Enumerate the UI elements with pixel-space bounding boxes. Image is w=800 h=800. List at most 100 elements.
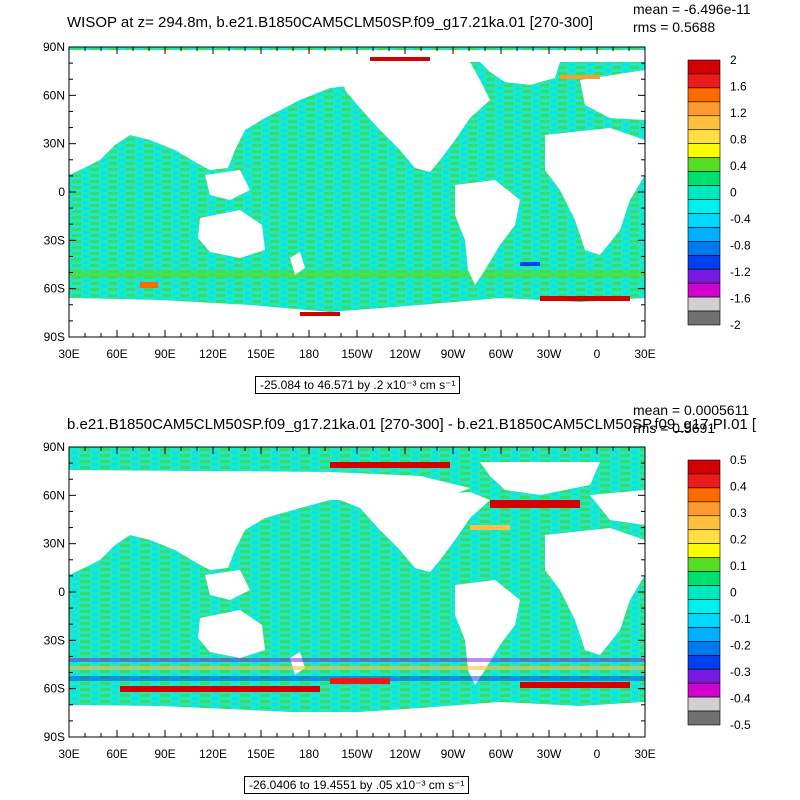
x-tick-label: 0 — [594, 747, 601, 761]
x-tick-label: 90E — [154, 347, 175, 361]
y-tick-label: 0 — [58, 585, 65, 599]
x-tick-label: 150E — [247, 747, 275, 761]
x-tick-label: 30E — [58, 747, 79, 761]
x-tick-label: 150W — [341, 747, 373, 761]
plot-title: b.e21.B1850CAM5CLM50SP.f09_g17.21ka.01 [… — [67, 416, 757, 433]
contour-range-text: -25.084 to 46.571 by .2 x10⁻³ cm s⁻¹ — [260, 378, 456, 392]
colorbar-swatch — [687, 157, 721, 172]
y-tick-label: 30N — [43, 137, 65, 151]
plot-title: WISOP at z= 294.8m, b.e21.B1850CAM5CLM50… — [67, 14, 593, 31]
x-tick-label: 120W — [389, 747, 421, 761]
x-tick-label: 180 — [299, 747, 319, 761]
colorbar-swatch — [687, 654, 721, 670]
x-tick-label: 30W — [537, 347, 562, 361]
colorbar-swatch — [687, 613, 721, 628]
colorbar-label: 1.2 — [730, 106, 747, 120]
colorbar-swatch — [687, 599, 721, 614]
x-tick-label: 90W — [441, 347, 466, 361]
colorbar-swatch — [687, 268, 721, 284]
colorbar-swatch — [687, 171, 721, 186]
mean-text: mean = -6.496e-11 — [633, 1, 751, 17]
panel-bottom: 30E 60E 90E 120E 150E 180 150W 120W 90W 60W 30W 0 30… — [0, 400, 800, 800]
y-tick-label: 90S — [44, 730, 65, 744]
colorbar-swatch — [687, 696, 721, 712]
contour-range-text: -26.0406 to 19.4551 by .05 x10⁻³ cm s⁻¹ — [249, 778, 465, 792]
map-plot-top: 30E 60E 90E 120E 150E 180 150W 120W 90W 60W 30W 0 30… — [43, 1, 751, 361]
colorbar-label: 2 — [730, 53, 737, 67]
x-tick-label: 90E — [154, 747, 175, 761]
colorbar-label: 0.1 — [730, 559, 747, 573]
colorbar-label: 0 — [730, 186, 737, 200]
colorbar-swatch — [687, 668, 721, 684]
colorbar-swatch — [687, 529, 721, 544]
x-tick-label: 0 — [594, 347, 601, 361]
colorbar-label: -0.1 — [730, 612, 751, 626]
colorbar-swatch — [687, 557, 721, 572]
panel-top: 30E 60E 90E 120E 150E 180 150W 120W 90W 60W 30W 0 30… — [43, 1, 751, 394]
x-tick-label: 90W — [441, 747, 466, 761]
y-tick-label: 30S — [44, 633, 65, 647]
colorbar-swatch — [687, 487, 721, 503]
map-field-bottom — [69, 447, 645, 737]
mean-text: mean = 0.0005611 — [633, 402, 749, 418]
x-tick-label: 150E — [247, 347, 275, 361]
y-tick-label: 90S — [44, 330, 65, 344]
x-tick-label: 60E — [106, 347, 127, 361]
colorbar-bottom: 0.5 0.4 0.3 0.2 0.1 0 -0.1 -0.2 -0.3 -0.4 -0.5 — [687, 453, 751, 732]
x-tick-label: 120E — [199, 347, 227, 361]
colorbar-swatch — [687, 473, 721, 489]
colorbar-label: 0.4 — [730, 480, 747, 494]
map-plot-bottom: 30E 60E 90E 120E 150E 180 150W 120W 90W 60W 30W 0 30… — [43, 402, 757, 761]
y-tick-label: 60S — [44, 682, 65, 696]
colorbar-label: 1.6 — [730, 80, 747, 94]
colorbar-label: -0.8 — [730, 239, 751, 253]
contour-range-box: -26.0406 to 19.4551 by .05 x10⁻³ cm s⁻¹ — [244, 776, 470, 794]
x-tick-label: 60E — [106, 747, 127, 761]
land-masses — [69, 58, 645, 337]
y-axis-top: 90N 60N 30N 0 30S 60S 90S — [43, 40, 645, 344]
colorbar-label: 0.8 — [730, 133, 747, 147]
x-axis-top: 30E 60E 90E 120E 150E 180 150W 120W 90W 60W 30W 0 30… — [58, 47, 656, 361]
colorbar-label: -2 — [730, 318, 741, 332]
rms-text: rms = 0.5688 — [633, 19, 715, 35]
colorbar-label: 0 — [730, 586, 737, 600]
y-tick-label: 90N — [43, 40, 65, 54]
rms-text: rms = 0.5691 — [633, 420, 715, 436]
x-tick-label: 30E — [634, 347, 655, 361]
colorbar-label: 0.4 — [730, 159, 747, 173]
x-tick-label: 30W — [537, 747, 562, 761]
colorbar-swatch — [687, 101, 721, 117]
colorbar-label: -0.4 — [730, 212, 751, 226]
anomaly-streaks — [69, 462, 645, 692]
colorbar-swatch — [687, 87, 721, 103]
colorbar-label: 0.3 — [730, 506, 747, 520]
map-field-top — [69, 47, 645, 337]
colorbar-label: 0.2 — [730, 533, 747, 547]
colorbar-swatch — [687, 254, 721, 270]
colorbar-label: 0.5 — [730, 453, 747, 467]
colorbar-label: -1.2 — [730, 265, 751, 279]
colorbar-label: -0.5 — [730, 718, 751, 732]
colorbar-label: -0.2 — [730, 639, 751, 653]
x-tick-label: 60W — [489, 347, 514, 361]
y-tick-label: 60N — [43, 488, 65, 502]
colorbar-swatch — [687, 515, 721, 531]
colorbar-swatch — [687, 129, 721, 144]
colorbar-swatch — [687, 143, 721, 158]
colorbar-swatch — [687, 501, 721, 517]
colorbar-swatch — [687, 571, 721, 586]
colorbar-top: 2 1.6 1.2 0.8 0.4 0 -0.4 -0.8 -1.2 -1.6 -2 — [687, 53, 751, 332]
colorbar-swatch — [687, 213, 721, 228]
x-tick-label: 120W — [389, 347, 421, 361]
y-axis-bottom: 90N 60N 30N 0 30S 60S 90S — [43, 440, 645, 744]
colorbar-swatch — [687, 310, 721, 326]
colorbar-label: -0.4 — [730, 692, 751, 706]
colorbar-swatch — [687, 227, 721, 242]
y-tick-label: 0 — [58, 185, 65, 199]
colorbar-swatch — [687, 543, 721, 558]
colorbar-swatch — [687, 282, 721, 298]
colorbar-swatch — [687, 682, 721, 698]
anomaly-streaks — [140, 57, 630, 316]
colorbar-swatch — [687, 641, 721, 656]
x-tick-label: 30E — [58, 347, 79, 361]
